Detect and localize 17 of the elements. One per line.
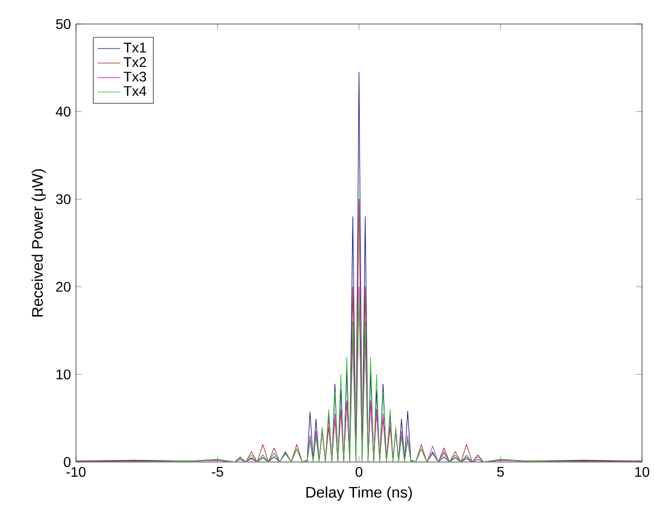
- y-tick-label: 30: [56, 194, 71, 204]
- y-axis-title: Received Power (μW): [32, 169, 46, 316]
- x-tick-label: 10: [635, 466, 650, 477]
- y-tick-label: 20: [56, 282, 71, 292]
- y-tick-label: 50: [56, 19, 71, 29]
- legend-label: Tx4: [124, 86, 146, 96]
- legend-label: Tx1: [124, 42, 146, 52]
- x-axis-title: Delay Time (ns): [306, 486, 412, 501]
- legend-label: Tx2: [124, 57, 146, 67]
- x-tick-label: 5: [497, 466, 504, 477]
- x-tick-label: -5: [212, 466, 224, 477]
- y-tick-label: 0: [64, 457, 71, 467]
- x-tick-label: 0: [356, 466, 362, 477]
- x-tick-label: -10: [66, 466, 86, 477]
- y-tick-label: 10: [56, 369, 71, 380]
- legend-label: Tx3: [124, 72, 146, 82]
- y-tick-label: 40: [56, 106, 71, 117]
